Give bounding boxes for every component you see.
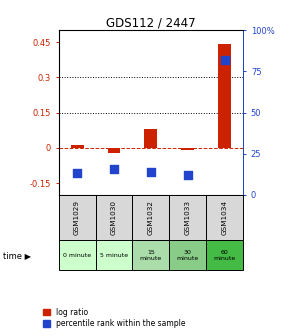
Point bbox=[112, 166, 116, 171]
Bar bbox=[59, 240, 96, 270]
Text: 30
minute: 30 minute bbox=[177, 250, 199, 261]
Point bbox=[149, 169, 153, 174]
Text: 60
minute: 60 minute bbox=[214, 250, 236, 261]
Bar bbox=[71, 145, 84, 148]
Bar bbox=[206, 195, 243, 240]
Point bbox=[222, 57, 227, 62]
Bar bbox=[206, 240, 243, 270]
Bar bbox=[169, 240, 206, 270]
Text: 15
minute: 15 minute bbox=[140, 250, 162, 261]
Title: GDS112 / 2447: GDS112 / 2447 bbox=[106, 16, 196, 29]
Bar bbox=[218, 44, 231, 148]
Text: GSM1033: GSM1033 bbox=[185, 200, 191, 235]
Bar bbox=[169, 195, 206, 240]
Bar bbox=[59, 195, 96, 240]
Text: GSM1034: GSM1034 bbox=[222, 200, 228, 235]
Bar bbox=[96, 195, 132, 240]
Bar bbox=[144, 129, 157, 148]
Bar bbox=[132, 195, 169, 240]
Text: GSM1030: GSM1030 bbox=[111, 200, 117, 235]
Text: time ▶: time ▶ bbox=[3, 251, 31, 260]
Bar bbox=[181, 148, 194, 150]
Text: GSM1029: GSM1029 bbox=[74, 200, 80, 235]
Point bbox=[75, 171, 79, 176]
Legend: log ratio, percentile rank within the sample: log ratio, percentile rank within the sa… bbox=[42, 307, 187, 329]
Text: 5 minute: 5 minute bbox=[100, 253, 128, 258]
Bar bbox=[96, 240, 132, 270]
Point bbox=[185, 172, 190, 178]
Bar bbox=[108, 148, 120, 153]
Text: GSM1032: GSM1032 bbox=[148, 200, 154, 235]
Text: 0 minute: 0 minute bbox=[63, 253, 91, 258]
Bar bbox=[132, 240, 169, 270]
